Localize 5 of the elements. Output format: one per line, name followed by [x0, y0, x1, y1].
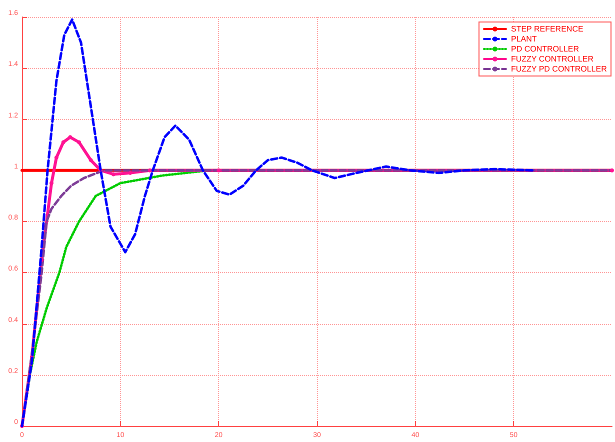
legend-label: PD CONTROLLER [510, 44, 580, 54]
legend-label: STEP REFERENCE [510, 24, 584, 34]
legend-label: PLANT [510, 34, 537, 44]
legend-label: FUZZY PD CONTROLLER [510, 64, 608, 74]
legend-label: FUZZY CONTROLLER [510, 54, 594, 64]
